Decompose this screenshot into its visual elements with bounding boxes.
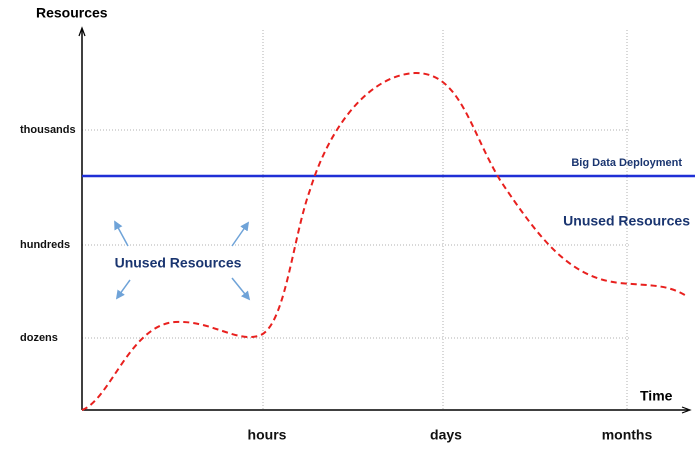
- y-axis-title: Resources: [36, 5, 108, 21]
- x-label: days: [430, 427, 462, 443]
- deployment-label: Big Data Deployment: [571, 157, 682, 169]
- x-axis-title: Time: [640, 388, 673, 404]
- y-label: hundreds: [20, 239, 70, 251]
- unused-label: Unused Resources: [115, 255, 242, 271]
- x-axis-arrow: [681, 406, 692, 414]
- y-label: dozens: [20, 332, 58, 344]
- arrow: [115, 279, 131, 300]
- unused-label: Unused Resources: [563, 213, 690, 229]
- demand-curve: [81, 71, 689, 411]
- arrow: [231, 221, 250, 247]
- x-label: hours: [248, 427, 287, 443]
- y-axis-arrow: [78, 26, 86, 37]
- arrow: [114, 220, 129, 247]
- arrow: [231, 277, 251, 301]
- x-label: months: [602, 427, 653, 443]
- y-label: thousands: [20, 124, 76, 136]
